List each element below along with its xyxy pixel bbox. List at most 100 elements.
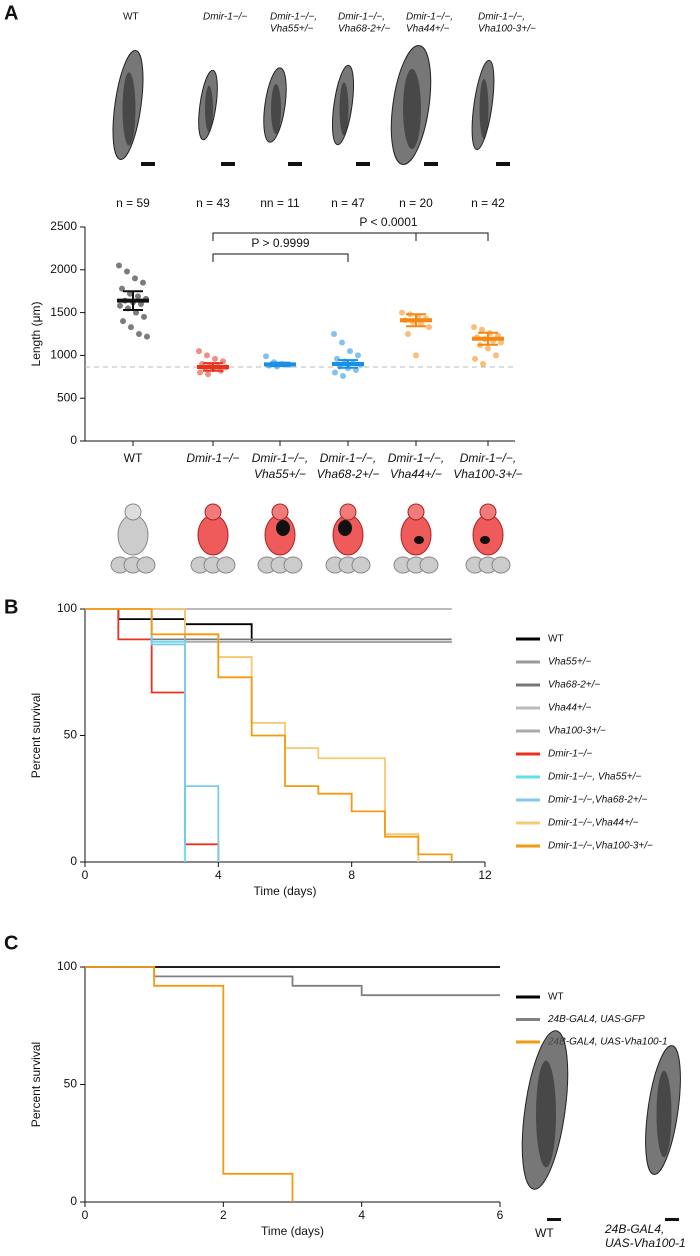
y-tick-label: 2000 <box>50 262 77 276</box>
y-tick-label: 1000 <box>50 348 77 362</box>
y-tick-label: 100 <box>57 601 77 615</box>
data-point <box>332 369 338 376</box>
data-point <box>340 372 346 379</box>
data-point <box>485 345 491 352</box>
x-tick-label: Vha44+/− <box>390 467 442 481</box>
y-tick-label: 0 <box>70 1194 77 1208</box>
panel-label: B <box>4 596 18 618</box>
larva-detail <box>656 1070 672 1158</box>
organ-icon <box>190 503 236 574</box>
x-tick-label: 0 <box>82 1208 89 1222</box>
organ-icon <box>110 503 156 574</box>
image-label: WT <box>123 12 139 23</box>
data-point <box>331 331 337 337</box>
scale-bar <box>496 162 510 166</box>
n-label: n = 20 <box>399 196 433 210</box>
icon-mark <box>414 536 424 544</box>
larva-detail <box>271 84 281 134</box>
larva-detail <box>205 85 213 133</box>
legend-label: WT <box>548 634 564 645</box>
data-point <box>132 275 138 282</box>
n-label: n = 47 <box>331 196 365 210</box>
data-point <box>128 324 134 331</box>
data-point <box>471 324 477 331</box>
survival-curve <box>85 966 294 1202</box>
comparison-label: P < 0.0001 <box>359 215 417 229</box>
panel-label: A <box>4 2 18 24</box>
scale-bar <box>356 162 370 166</box>
n-label: n = 43 <box>196 196 230 210</box>
icon-mark <box>480 536 490 544</box>
legend-label: 24B-GAL4, UAS-Vha100-1 <box>547 1037 668 1048</box>
data-point <box>120 318 126 325</box>
icon-base <box>283 556 303 574</box>
legend-label: Vha100-3+/− <box>548 726 606 737</box>
data-point <box>405 331 411 337</box>
legend-label: Dmir-1−/−,Vha44+/− <box>548 818 639 829</box>
data-point <box>127 290 133 297</box>
organ-icon <box>465 503 511 574</box>
y-tick-label: 1500 <box>50 305 77 319</box>
image-label: Dmir-1−/−, <box>478 12 525 23</box>
data-point <box>197 369 203 376</box>
comparison-label: P > 0.9999 <box>251 236 309 250</box>
x-tick-label: Dmir-1−/−, <box>252 451 308 465</box>
n-label: nn = 11 <box>260 196 300 210</box>
data-point <box>480 360 486 367</box>
icon-base <box>351 556 371 574</box>
y-axis-label: Percent survival <box>29 693 43 778</box>
icon-base <box>136 556 156 574</box>
x-tick-label: Dmir-1−/−, <box>388 451 444 465</box>
data-point <box>493 352 499 359</box>
data-point <box>339 339 345 346</box>
panel-label: C <box>4 932 18 954</box>
n-label: n = 42 <box>471 196 505 210</box>
data-point <box>205 371 211 378</box>
organ-icon <box>393 503 439 574</box>
legend-label: Dmir-1−/−, Vha55+/− <box>548 772 641 783</box>
x-tick-label: 8 <box>348 868 355 882</box>
y-tick-label: 500 <box>57 390 77 404</box>
scale-bar <box>288 162 302 166</box>
y-tick-label: 50 <box>64 728 78 742</box>
icon-head <box>271 503 289 521</box>
icon-mark <box>276 520 290 536</box>
legend-label: WT <box>548 992 564 1003</box>
icon-body <box>197 514 229 556</box>
larva-detail <box>536 1060 556 1168</box>
data-point <box>355 352 361 359</box>
data-point <box>133 309 139 316</box>
data-point <box>116 262 122 269</box>
larva-detail <box>122 72 136 146</box>
survival-curve <box>85 608 186 862</box>
x-tick-label: 0 <box>82 868 89 882</box>
data-point <box>144 333 150 340</box>
survival-curve <box>85 608 220 862</box>
legend-label: Vha55+/− <box>548 657 592 668</box>
data-point <box>399 309 405 316</box>
image-label: UAS-Vha100-1 <box>605 1236 686 1250</box>
organ-icon <box>325 503 371 574</box>
image-label: WT <box>535 1226 554 1240</box>
x-axis-label: Time (days) <box>261 1224 324 1238</box>
larva-detail <box>403 69 421 149</box>
legend-label: Dmir-1−/− <box>548 749 592 760</box>
data-point <box>140 279 146 286</box>
data-point <box>204 352 210 359</box>
image-label: 24B-GAL4, <box>604 1222 664 1236</box>
survival-curve <box>85 608 452 641</box>
data-point <box>212 355 218 362</box>
image-label: Vha100-3+/− <box>478 24 536 35</box>
y-axis-label: Percent survival <box>29 1042 43 1127</box>
y-tick-label: 0 <box>70 854 77 868</box>
icon-head <box>479 503 497 521</box>
x-axis-label: Time (days) <box>254 884 317 898</box>
data-point <box>117 302 123 309</box>
survival-curve <box>85 608 453 862</box>
icon-head <box>407 503 425 521</box>
image-label: Vha44+/− <box>406 24 450 35</box>
y-tick-label: 0 <box>70 433 77 447</box>
icon-body <box>117 514 149 556</box>
